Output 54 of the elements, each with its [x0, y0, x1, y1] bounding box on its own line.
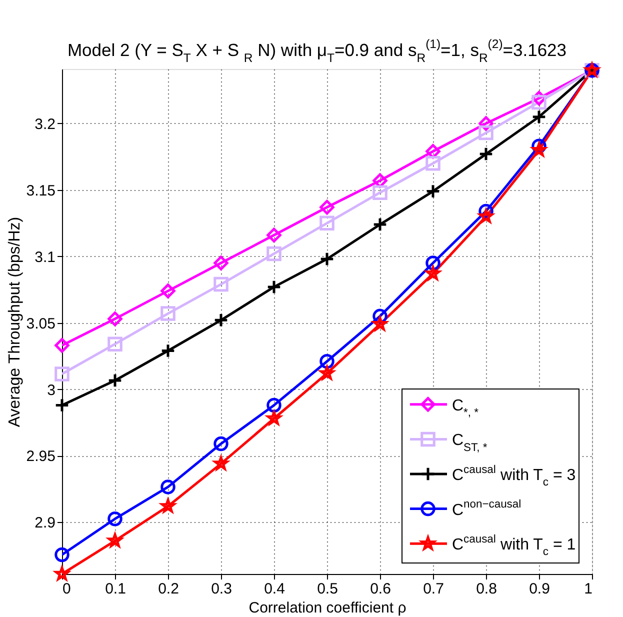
point [426, 184, 440, 199]
point [108, 336, 122, 352]
point [266, 398, 282, 413]
x-tick-label: 0.9 [529, 580, 550, 598]
y-tick-label: 3.05 [26, 315, 56, 332]
point [54, 547, 70, 562]
point [160, 284, 176, 298]
point [532, 109, 546, 124]
x-tick-label: 0.2 [158, 580, 179, 598]
point [54, 338, 70, 353]
point [320, 200, 334, 215]
point [160, 343, 176, 358]
point [54, 366, 70, 382]
point [532, 94, 546, 110]
x-tick-label: 0 [62, 580, 71, 598]
point [266, 280, 282, 294]
y-tick-label: 3.2 [34, 116, 56, 133]
y-tick-label: 2.95 [26, 448, 56, 466]
x-tick-label: 0.1 [105, 580, 126, 598]
y-axis-title: Average Throughput (bps/Hz) [6, 216, 24, 428]
y-tick-label: 3.1 [34, 248, 56, 266]
point [108, 311, 122, 326]
point [320, 216, 334, 231]
point [266, 228, 282, 242]
point [372, 217, 388, 232]
point [214, 256, 228, 270]
point [426, 156, 440, 171]
point [160, 480, 176, 494]
x-tick-label: 0.3 [211, 580, 232, 598]
y-tick-label: 2.9 [34, 514, 56, 532]
x-tick-label: 0.8 [476, 580, 497, 598]
point [214, 312, 228, 328]
legend-label: C*, * [452, 397, 480, 419]
x-tick-label: 0.6 [370, 580, 391, 598]
x-tick-label: 1 [584, 580, 592, 598]
point [478, 125, 494, 140]
point [426, 144, 440, 159]
point [214, 276, 228, 292]
point [266, 246, 282, 262]
x-tick-label: 0.7 [423, 580, 444, 598]
point [320, 252, 334, 266]
x-axis-title: Correlation coefficient ρ [248, 600, 406, 616]
point [160, 306, 176, 321]
x-tick-label: 0.4 [264, 580, 285, 598]
x-tick-label: 0.5 [317, 580, 338, 598]
point [108, 373, 122, 388]
point [54, 398, 70, 413]
point [478, 146, 494, 162]
point [214, 436, 228, 452]
point [372, 185, 388, 200]
point [108, 511, 122, 526]
point [320, 354, 334, 369]
y-tick-label: 3 [47, 382, 56, 399]
y-tick-label: 3.15 [26, 182, 56, 200]
